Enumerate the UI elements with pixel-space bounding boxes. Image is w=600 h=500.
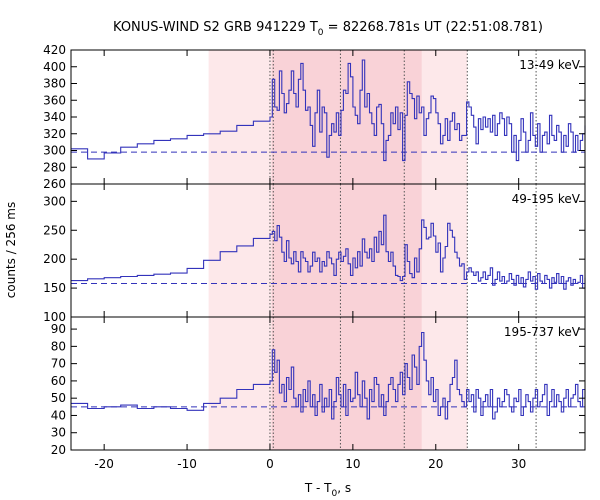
y-tick-label: 300	[43, 144, 66, 158]
y-tick-label: 80	[51, 339, 66, 353]
y-tick-label: 250	[43, 223, 66, 237]
y-tick-label: 380	[43, 77, 66, 91]
y-tick-label: 20	[51, 443, 66, 457]
y-tick-label: 320	[43, 127, 66, 141]
y-axis-label: counts / 256 ms	[4, 202, 18, 298]
x-tick-label: 0	[266, 457, 274, 471]
shaded-interval-dark	[271, 50, 422, 184]
y-tick-label: 40	[51, 408, 66, 422]
panel-1: 260 280 300 320 340 360 380 400 420 13-49 keV	[43, 43, 586, 191]
y-tick-label: 200	[43, 252, 66, 266]
panel-frame	[70, 316, 586, 451]
y-tick-label: 150	[43, 281, 66, 295]
panel-3: 20 30 40 50 60 70 80 90 -20 -10 0 10 20 30 195-737 keV	[51, 316, 586, 471]
energy-band-label: 195-737 keV	[504, 325, 581, 339]
y-tick-label: 360	[43, 93, 66, 107]
y-tick-label: 400	[43, 60, 66, 74]
x-tick-label: 30	[511, 457, 526, 471]
light-curve-series	[71, 331, 586, 420]
y-tick-label: 280	[43, 160, 66, 174]
y-tick-label: 50	[51, 391, 66, 405]
y-tick-label: 90	[51, 322, 66, 336]
shaded-interval-dark	[271, 317, 422, 450]
light-curve-series	[71, 59, 586, 162]
y-tick-label: 260	[43, 177, 66, 191]
y-tick-label: 70	[51, 357, 66, 371]
x-axis-label: T - T0, s	[304, 481, 351, 499]
x-tick-label: -10	[177, 457, 197, 471]
x-tick-label: 20	[428, 457, 443, 471]
y-tick-label: 300	[43, 194, 66, 208]
light-curve-series	[71, 214, 586, 290]
x-tick-label: -20	[94, 457, 114, 471]
chart-title: KONUS-WIND S2 GRB 941229 T0 = 82268.781s…	[113, 20, 543, 38]
y-tick-label: 60	[51, 374, 66, 388]
shaded-interval-dark	[271, 184, 422, 317]
y-tick-label: 420	[43, 43, 66, 57]
y-tick-label: 30	[51, 426, 66, 440]
y-tick-label: 100	[43, 310, 66, 324]
x-tick-label: 10	[345, 457, 360, 471]
energy-band-label: 49-195 keV	[512, 192, 581, 206]
energy-band-label: 13-49 keV	[519, 58, 581, 72]
y-tick-label: 340	[43, 110, 66, 124]
panel-2: 100 150 200 250 300 49-195 keV	[43, 183, 586, 324]
